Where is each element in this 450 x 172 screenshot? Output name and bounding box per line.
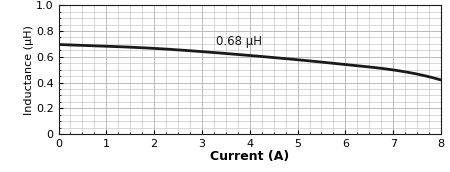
X-axis label: Current (A): Current (A) (210, 150, 289, 163)
Text: 0.68 μH: 0.68 μH (216, 35, 262, 47)
Y-axis label: Inductance (μH): Inductance (μH) (24, 25, 35, 115)
